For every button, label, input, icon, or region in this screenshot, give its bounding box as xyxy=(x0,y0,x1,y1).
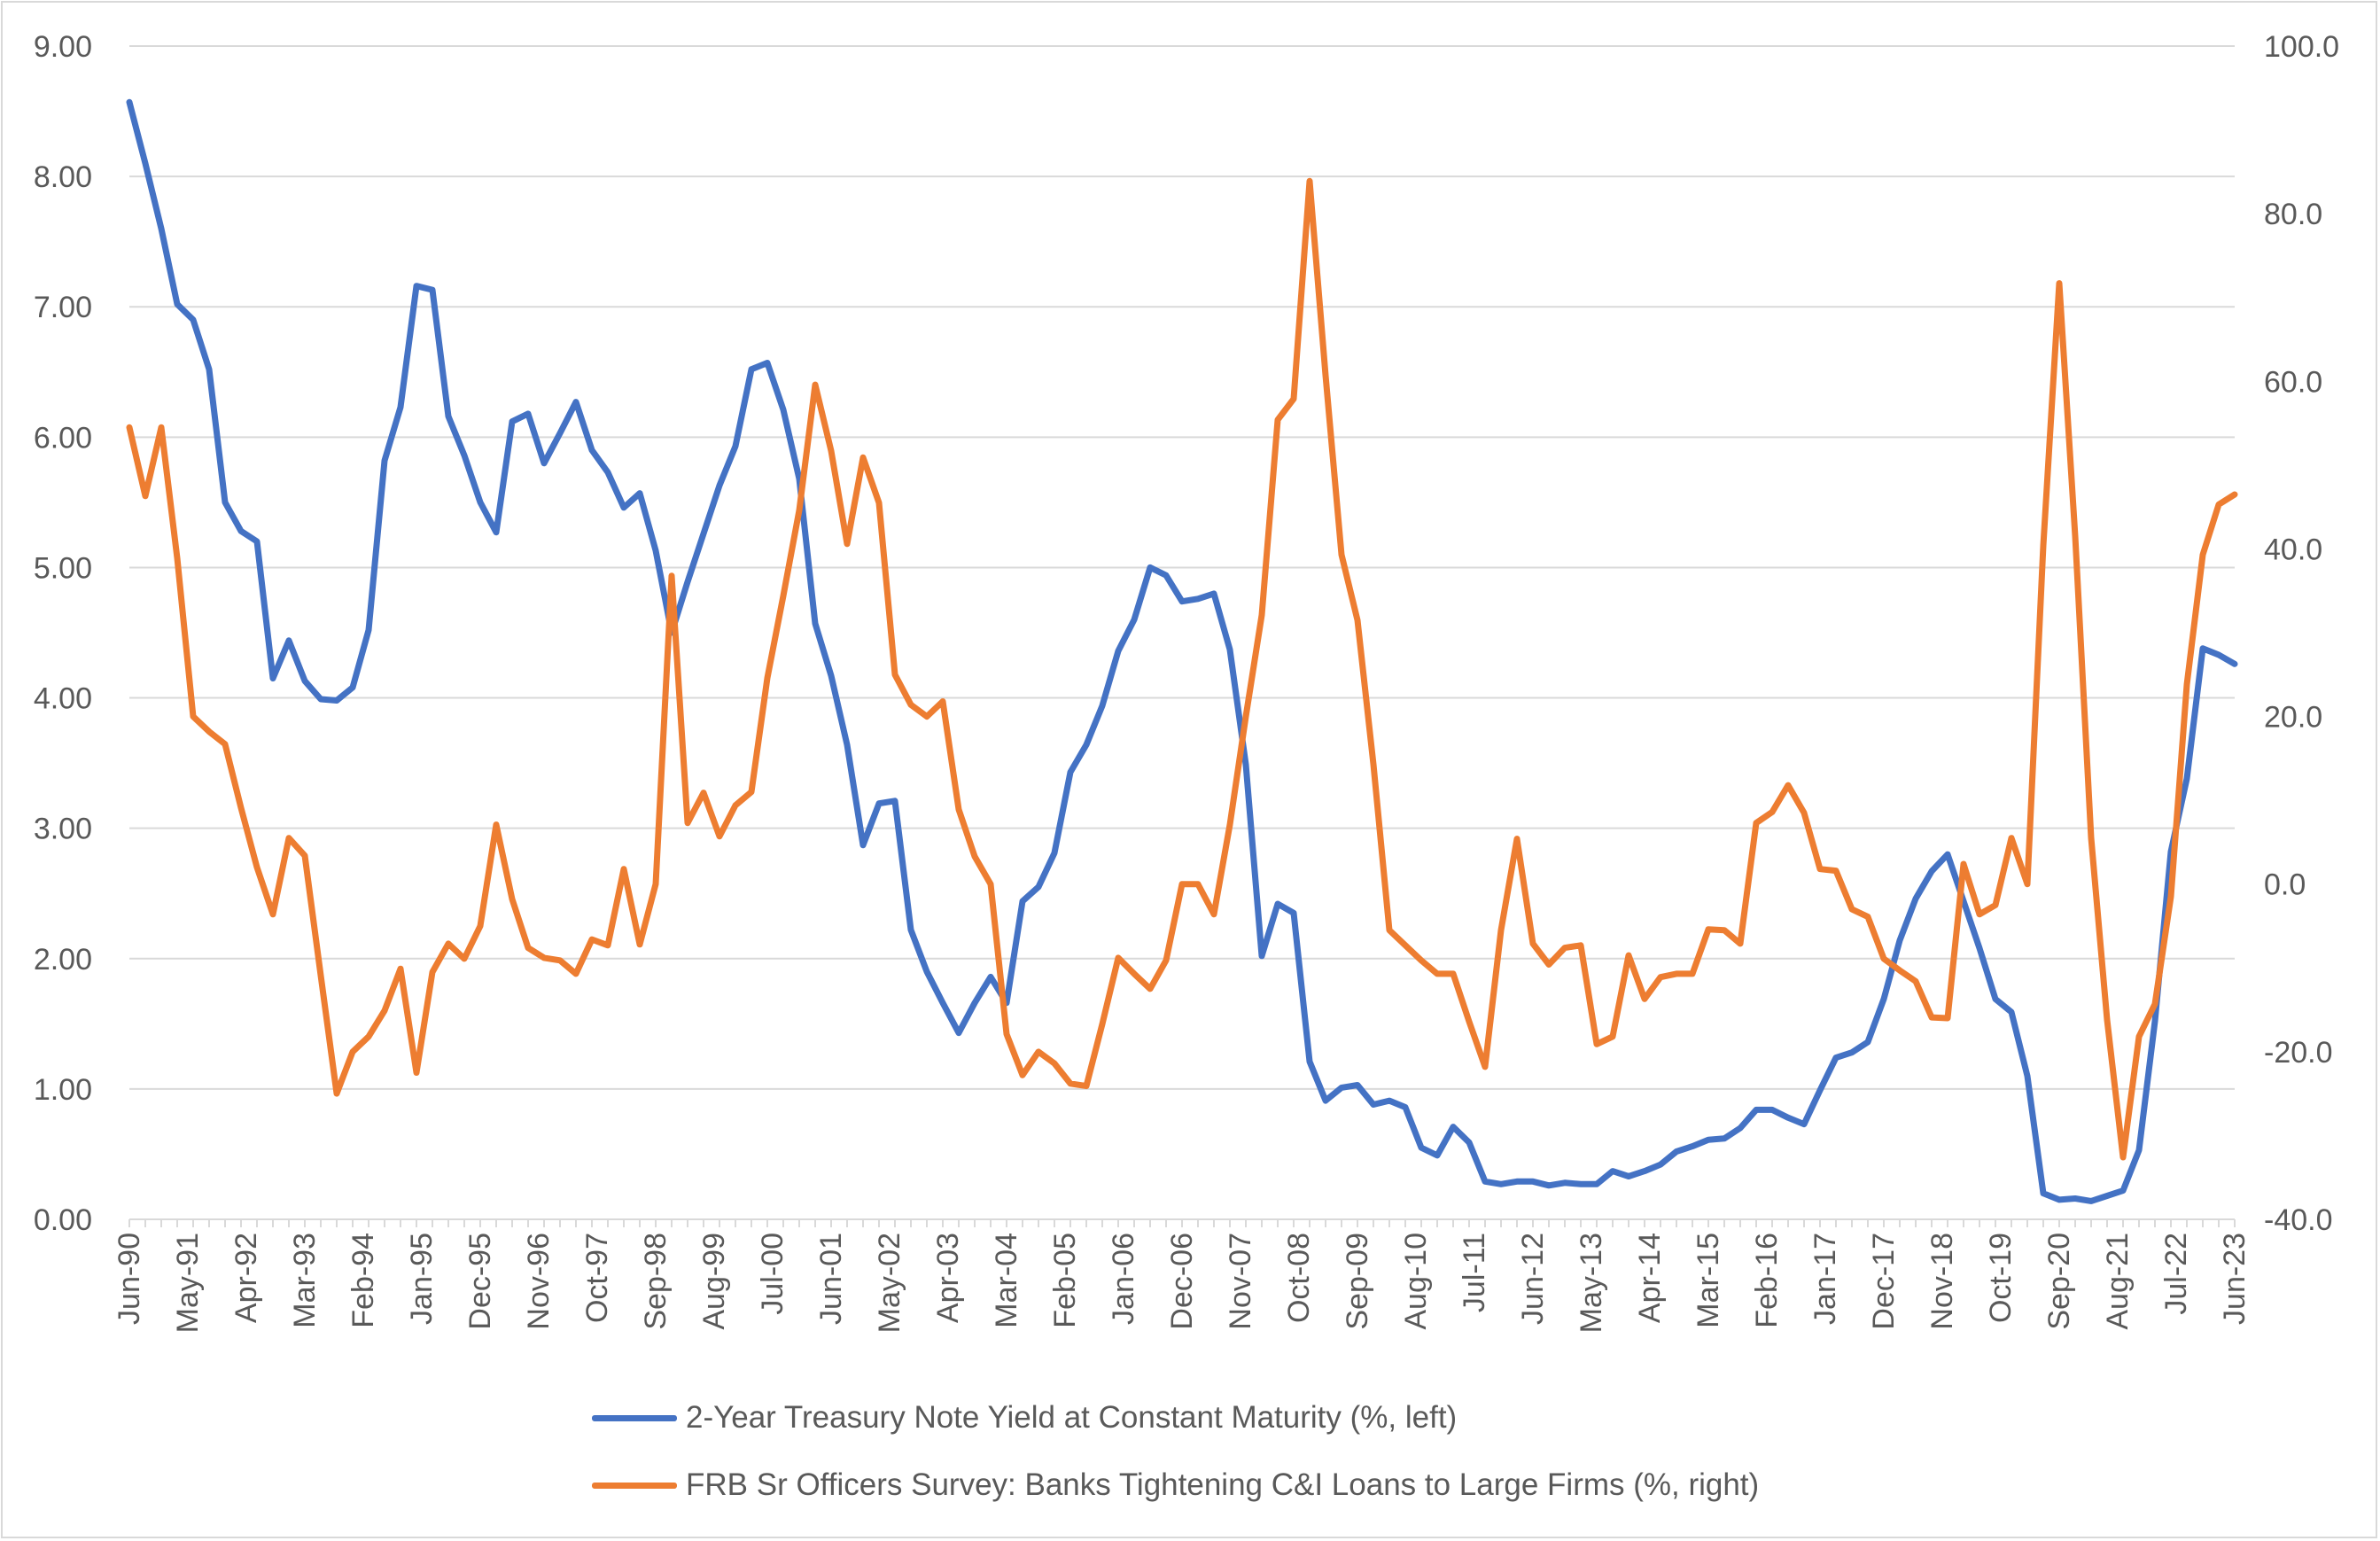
x-axis-tick-label: Jan-17 xyxy=(1808,1233,1842,1325)
x-axis-tick-label: Mar-93 xyxy=(288,1233,322,1328)
x-axis-tick-label: Dec-95 xyxy=(463,1233,497,1330)
x-axis-tick-label: Apr-14 xyxy=(1633,1233,1667,1323)
legend-entry-series-1: 2-Year Treasury Note Yield at Constant M… xyxy=(592,1396,2187,1440)
right-axis-tick-label: 0.0 xyxy=(2264,868,2306,902)
right-axis-tick-label: 100.0 xyxy=(2264,30,2339,64)
x-axis-tick-label: Jul-00 xyxy=(756,1233,789,1315)
left-axis-tick-label: 4.00 xyxy=(34,682,92,716)
x-axis-tick-label: Apr-92 xyxy=(229,1233,263,1323)
right-axis-tick-label: 60.0 xyxy=(2264,365,2322,399)
x-axis-tick-label: Aug-10 xyxy=(1399,1233,1433,1330)
x-axis-tick-label: Mar-15 xyxy=(1692,1233,1725,1328)
x-axis-tick-label: Sep-09 xyxy=(1341,1233,1374,1330)
x-axis-tick-label: Feb-94 xyxy=(346,1233,380,1328)
x-axis-tick-label: May-02 xyxy=(873,1233,906,1333)
x-axis-tick-label: Jun-01 xyxy=(814,1233,848,1325)
left-axis-tick-label: 7.00 xyxy=(34,291,92,324)
x-axis-tick-label: Jan-06 xyxy=(1107,1233,1140,1325)
x-axis-tick-label: Mar-04 xyxy=(990,1233,1023,1328)
legend-label-series-2: FRB Sr Officers Survey: Banks Tightening… xyxy=(686,1467,1760,1502)
x-axis-tick-label: Sep-20 xyxy=(2042,1233,2076,1330)
legend-entry-series-2: FRB Sr Officers Survey: Banks Tightening… xyxy=(592,1463,2187,1507)
x-axis-tick-label: Nov-96 xyxy=(522,1233,556,1330)
x-axis-tick-label: Nov-18 xyxy=(1925,1233,1959,1330)
left-axis-tick-label: 8.00 xyxy=(34,160,92,194)
x-axis-tick-label: Oct-19 xyxy=(1984,1233,2018,1323)
x-axis-tick-label: Jun-12 xyxy=(1516,1233,1550,1325)
x-axis-tick-label: Dec-17 xyxy=(1867,1233,1901,1330)
right-axis-tick-label: 20.0 xyxy=(2264,701,2322,735)
x-axis-tick-label: Feb-05 xyxy=(1048,1233,1082,1328)
x-axis-tick-label: May-13 xyxy=(1575,1233,1608,1333)
x-axis-tick-label: Aug-99 xyxy=(697,1233,731,1330)
x-axis-tick-label: Jun-23 xyxy=(2218,1233,2252,1325)
x-axis-tick-label: Sep-98 xyxy=(639,1233,673,1330)
x-axis-tick-label: Nov-07 xyxy=(1224,1233,1257,1330)
left-axis-tick-label: 9.00 xyxy=(34,30,92,64)
left-axis-tick-label: 1.00 xyxy=(34,1073,92,1107)
x-axis-tick-label: Jul-11 xyxy=(1458,1233,1491,1312)
right-axis-tick-label: 80.0 xyxy=(2264,198,2322,231)
legend-swatch-orange xyxy=(592,1482,677,1489)
x-axis-tick-label: Jul-22 xyxy=(2159,1233,2193,1315)
left-axis-tick-label: 3.00 xyxy=(34,813,92,846)
series-line-treasury-yield xyxy=(126,98,2238,1204)
right-axis-tick-label: -40.0 xyxy=(2264,1203,2333,1237)
right-axis-tick-label: -20.0 xyxy=(2264,1036,2333,1070)
x-axis-tick-label: Dec-06 xyxy=(1165,1233,1199,1330)
left-axis-tick-label: 0.00 xyxy=(34,1203,92,1237)
x-axis-tick-label: Oct-08 xyxy=(1282,1233,1316,1323)
x-axis-tick-label: Aug-21 xyxy=(2101,1233,2135,1330)
legend-label-series-1: 2-Year Treasury Note Yield at Constant M… xyxy=(686,1400,1458,1435)
x-axis-tick-label: May-91 xyxy=(171,1233,205,1333)
x-axis-tick-label: Feb-16 xyxy=(1750,1233,1784,1328)
left-axis-tick-label: 6.00 xyxy=(34,421,92,455)
left-axis-tick-label: 2.00 xyxy=(34,943,92,977)
right-axis-tick-label: 40.0 xyxy=(2264,533,2322,566)
legend-swatch-blue xyxy=(592,1414,677,1421)
series-line-loan-tightening xyxy=(126,177,2238,1161)
left-axis-tick-label: 5.00 xyxy=(34,551,92,585)
x-axis-tick-label: Jan-95 xyxy=(405,1233,439,1325)
x-axis-tick-label: Oct-97 xyxy=(580,1233,614,1323)
x-axis-tick-label: Apr-03 xyxy=(931,1233,965,1323)
x-axis-tick-label: Jun-90 xyxy=(113,1233,146,1325)
